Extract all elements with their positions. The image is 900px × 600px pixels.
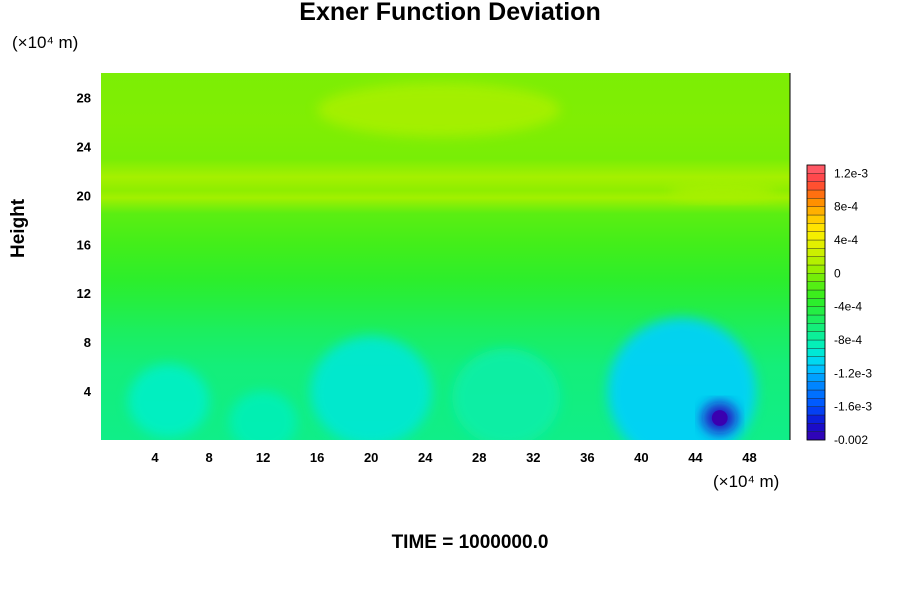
x-tick-label: 20 [364, 450, 378, 465]
colorbar-band [806, 273, 826, 282]
x-tick-label: 4 [151, 450, 159, 465]
x-tick-labels: 4 8 12 16 20 24 28 32 36 40 44 48 [151, 450, 756, 465]
colorbar-labels: 1.2e-3 8e-4 4e-4 0 -4e-4 -8e-4 -1.2e-3 -1.6e-3 -… [834, 166, 872, 447]
colorbar-band [806, 339, 826, 349]
colorbar-band [806, 289, 826, 299]
x-tick-label: 48 [742, 450, 756, 465]
contour-field [101, 73, 790, 440]
x-tick-label: 44 [688, 450, 703, 465]
colorbar-band [806, 364, 826, 374]
colorbar-band [806, 381, 826, 391]
y-tick-label: 4 [84, 384, 92, 399]
colorbar [806, 164, 826, 441]
x-tick-label: 24 [418, 450, 433, 465]
colorbar-label: 8e-4 [834, 200, 858, 214]
y-tick-label: 20 [77, 188, 91, 203]
colorbar-label: 0 [834, 266, 841, 280]
colorbar-band [806, 256, 826, 266]
field-anomaly-4 [607, 317, 757, 440]
x-tick-label: 40 [634, 450, 648, 465]
colorbar-band [806, 198, 826, 207]
field-anomaly-0 [128, 364, 210, 438]
colorbar-band [806, 248, 826, 257]
colorbar-label: 4e-4 [834, 233, 858, 247]
field-minimum-core [711, 410, 728, 426]
x-tick-label: 16 [310, 450, 324, 465]
colorbar-band [806, 239, 826, 249]
y-tick-label: 24 [77, 139, 92, 154]
colorbar-band [806, 389, 826, 399]
colorbar-band [806, 281, 826, 291]
x-axis-unit-label: (×10⁴ m) [713, 472, 780, 491]
colorbar-band [806, 223, 826, 232]
y-axis-unit-label: (×10⁴ m) [12, 33, 79, 52]
colorbar-label: -1.6e-3 [834, 400, 872, 414]
chart-title: Exner Function Deviation [299, 0, 601, 26]
colorbar-band [806, 214, 826, 224]
colorbar-label: -4e-4 [834, 300, 862, 314]
colorbar-band [806, 406, 826, 416]
y-tick-label: 12 [77, 286, 91, 301]
colorbar-band [806, 348, 826, 357]
y-tick-label: 8 [84, 335, 91, 350]
colorbar-band [806, 331, 826, 341]
x-tick-label: 36 [580, 450, 594, 465]
y-tick-label: 16 [77, 237, 91, 252]
colorbar-band [806, 181, 826, 191]
colorbar-band [806, 423, 826, 432]
colorbar-label: -0.002 [834, 433, 868, 447]
colorbar-band [806, 314, 826, 324]
field-anomaly-6 [317, 82, 561, 137]
field-anomaly-7 [668, 181, 777, 202]
colorbar-band [806, 173, 826, 182]
colorbar-label: 1.2e-3 [834, 166, 868, 180]
colorbar-band [806, 189, 826, 199]
colorbar-frame [806, 164, 826, 441]
field-anomaly-2 [310, 336, 432, 440]
colorbar-band [806, 264, 826, 274]
colorbar-band [806, 231, 826, 241]
colorbar-band [806, 373, 826, 382]
colorbar-band [806, 323, 826, 332]
colorbar-band [806, 356, 826, 366]
colorbar-label: -1.2e-3 [834, 366, 872, 380]
colorbar-band [806, 398, 826, 407]
x-tick-label: 12 [256, 450, 270, 465]
colorbar-band [806, 298, 826, 307]
colorbar-band [806, 306, 826, 316]
x-tick-label: 8 [205, 450, 212, 465]
x-tick-label: 28 [472, 450, 486, 465]
colorbar-band [806, 414, 826, 424]
y-tick-labels: 4 8 12 16 20 24 28 [77, 90, 92, 399]
time-footer: TIME = 1000000.0 [391, 532, 549, 553]
field-anomaly-3 [452, 348, 561, 440]
x-tick-label: 32 [526, 450, 540, 465]
colorbar-band [806, 164, 826, 174]
colorbar-label: -8e-4 [834, 333, 862, 347]
field-anomaly-1 [229, 391, 297, 440]
colorbar-band [806, 206, 826, 216]
colorbar-band [806, 431, 826, 441]
y-tick-label: 28 [77, 90, 91, 105]
